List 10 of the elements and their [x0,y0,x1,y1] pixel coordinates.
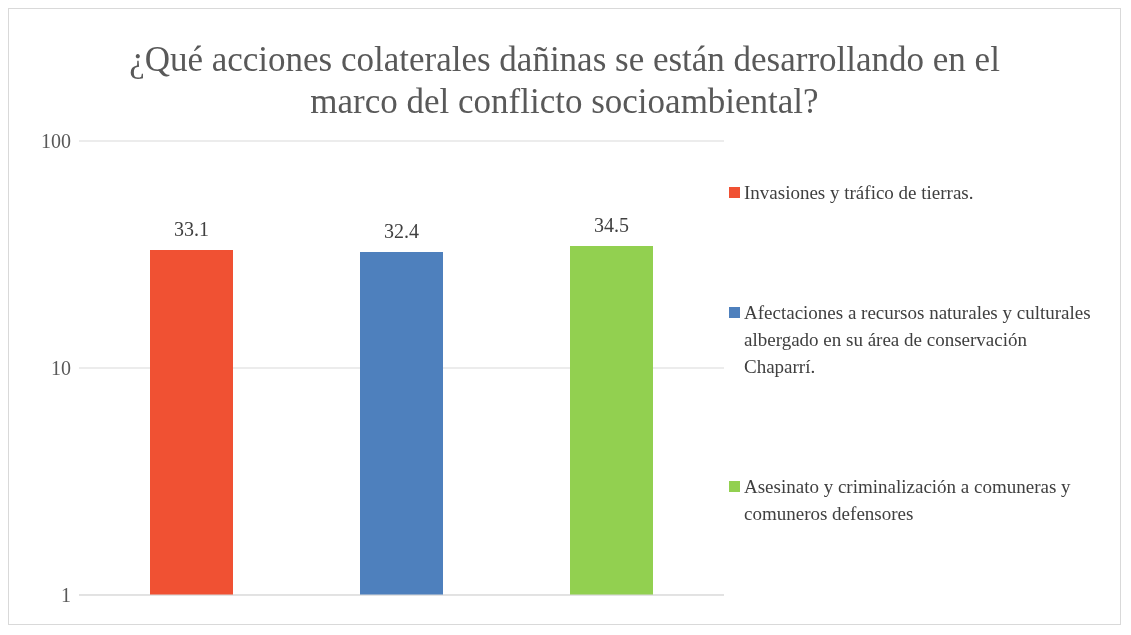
y-tick-label: 10 [51,357,71,380]
chart-title: ¿Qué acciones colaterales dañinas se están desarrollando en el marco del conflicto socioambiental? [128,39,1001,123]
y-tick-label: 1 [61,584,71,607]
data-label: 34.5 [594,213,629,236]
legend-label: Asesinato y criminalización a comuneras y comuneros defensores [744,474,1072,526]
legend-label: Invasiones y tráfico de tierras. [744,181,974,206]
y-tick-label: 100 [41,130,71,153]
data-label: 32.4 [384,220,419,243]
legend-label: Afectaciones a recursos naturales y culturales albergado en su área de conservación Chaparrí. [744,301,1092,379]
data-label: 33.1 [174,218,209,240]
